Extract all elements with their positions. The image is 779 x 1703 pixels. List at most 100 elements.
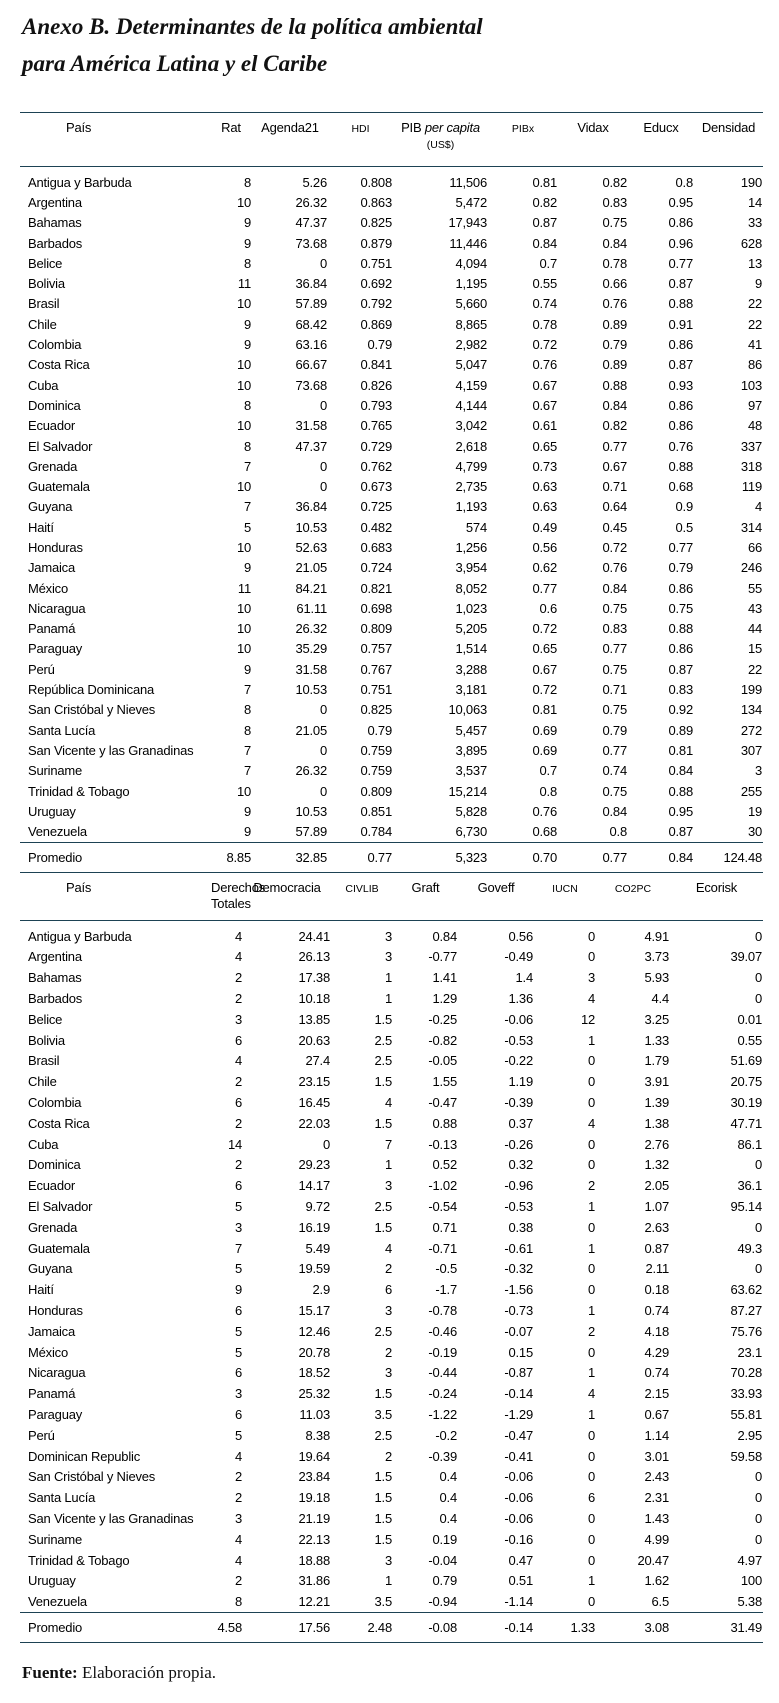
value-cell: 0.673 xyxy=(360,479,392,495)
value-cell: 10 xyxy=(236,296,251,312)
value-cell: 0.825 xyxy=(360,215,392,231)
country-row: Paraguay 10 35.29 0.757 1,514 0.65 0.77 0.86 15 xyxy=(20,639,763,659)
value-cell: -0.19 xyxy=(428,1344,457,1360)
value-cell: 57.89 xyxy=(295,824,327,840)
value-cell: 0.78 xyxy=(532,316,557,332)
value-cell: 36.84 xyxy=(295,276,327,292)
value-cell: 0.66 xyxy=(602,276,627,292)
value-cell: 0.77 xyxy=(532,580,557,596)
value-cell: 22 xyxy=(747,296,762,312)
country-cell: Uruguay xyxy=(28,1573,76,1589)
value-cell: 4 xyxy=(754,499,762,515)
value-cell: 0.75 xyxy=(668,600,693,616)
value-cell: 1,023 xyxy=(455,600,487,616)
value-cell: 20.47 xyxy=(637,1552,669,1568)
value-cell: 0.74 xyxy=(644,1303,669,1319)
value-cell: 0.79 xyxy=(668,560,693,576)
country-row: Chile 2 23.15 1.5 1.55 1.19 0 3.91 20.75 xyxy=(20,1071,763,1092)
value-cell: 0.87 xyxy=(644,1240,669,1256)
column-header-pib-per-capita: PIB per capita (US$) xyxy=(393,112,488,167)
value-cell: 2 xyxy=(234,1157,242,1173)
value-cell: 0.757 xyxy=(360,641,392,657)
value-cell: 4.29 xyxy=(644,1344,669,1360)
determinants-table-2: País Derechos Totales Democracia CIVLIB G… xyxy=(20,872,763,1644)
value-cell: 5.49 xyxy=(305,1240,330,1256)
value-cell: 0.87 xyxy=(532,215,557,231)
value-cell: 6 xyxy=(234,1032,242,1048)
value-cell: 1.39 xyxy=(644,1095,669,1111)
value-cell: 1.5 xyxy=(374,1386,393,1402)
value-cell: 0.88 xyxy=(668,783,693,799)
value-cell: 1 xyxy=(587,1365,595,1381)
value-cell: 9 xyxy=(243,337,251,353)
value-cell: 0.38 xyxy=(508,1219,533,1235)
value-cell: 4,094 xyxy=(455,255,487,271)
value-cell: 0.8 xyxy=(539,783,558,799)
value-cell: 0 xyxy=(587,1053,595,1069)
value-cell: 10.53 xyxy=(295,519,327,535)
country-cell: San Cristóbal y Nieves xyxy=(28,702,156,718)
country-row: Panamá 10 26.32 0.809 5,205 0.72 0.83 0.88 44 xyxy=(20,619,763,639)
value-cell: 0.62 xyxy=(532,560,557,576)
value-cell: 3 xyxy=(234,1219,242,1235)
country-cell: Honduras xyxy=(28,539,83,555)
value-cell: -0.26 xyxy=(504,1136,533,1152)
value-cell: 0.87 xyxy=(668,276,693,292)
value-cell: 0 xyxy=(319,783,327,799)
country-cell: Suriname xyxy=(28,1531,83,1547)
value-cell: 8 xyxy=(243,438,251,454)
country-cell: Guyana xyxy=(28,499,73,515)
value-cell: 3 xyxy=(384,1552,392,1568)
value-cell: 4.97 xyxy=(737,1552,762,1568)
country-row: Guatemala 7 5.49 4 -0.71 -0.61 1 0.87 49.3 xyxy=(20,1238,763,1259)
value-cell: -0.24 xyxy=(428,1386,457,1402)
value-cell: 0.77 xyxy=(602,742,627,758)
value-cell: 3,181 xyxy=(455,682,487,698)
value-cell: 0.75 xyxy=(602,702,627,718)
value-cell: 0.76 xyxy=(602,560,627,576)
value-cell: 0.84 xyxy=(628,841,694,873)
country-row: Colombia 9 63.16 0.79 2,982 0.72 0.79 0.86 41 xyxy=(20,334,763,354)
value-cell: -0.44 xyxy=(428,1365,457,1381)
value-cell: 59.58 xyxy=(730,1448,762,1464)
value-cell: 47.37 xyxy=(295,215,327,231)
value-cell: 6 xyxy=(384,1282,392,1298)
value-cell: 5 xyxy=(234,1344,242,1360)
value-cell: 7 xyxy=(243,499,251,515)
value-cell: 0.88 xyxy=(668,296,693,312)
value-cell: 0.6 xyxy=(539,600,558,616)
country-row: Haití 9 2.9 6 -1.7 -1.56 0 0.18 63.62 xyxy=(20,1279,763,1300)
value-cell: 14.17 xyxy=(298,1178,330,1194)
value-cell: 12.46 xyxy=(298,1323,330,1339)
value-cell: 25.32 xyxy=(298,1386,330,1402)
value-cell: 13.85 xyxy=(298,1011,330,1027)
value-cell: 0.72 xyxy=(532,337,557,353)
value-cell: 2 xyxy=(234,1469,242,1485)
value-cell: 9 xyxy=(243,235,251,251)
value-cell: 1.14 xyxy=(644,1427,669,1443)
value-cell: 11 xyxy=(237,580,251,596)
country-cell: Ecuador xyxy=(28,418,76,434)
value-cell: 51.69 xyxy=(730,1053,762,1069)
value-cell: 0.86 xyxy=(668,337,693,353)
value-cell: 0.77 xyxy=(602,438,627,454)
value-cell: 1.32 xyxy=(644,1157,669,1173)
country-cell: Nicaragua xyxy=(28,600,86,616)
value-cell: 5,472 xyxy=(455,194,487,210)
value-cell: 0.83 xyxy=(602,621,627,637)
value-cell: 44 xyxy=(747,621,762,637)
value-cell: 2.31 xyxy=(644,1490,669,1506)
value-cell: 4.18 xyxy=(644,1323,669,1339)
country-row: Suriname 4 22.13 1.5 0.19 -0.16 0 4.99 0 xyxy=(20,1529,763,1550)
determinants-table-1: País Rat Agenda21 HDI PIB per capita (US$… xyxy=(20,112,763,873)
value-cell: 0.821 xyxy=(360,580,392,596)
country-row: Belice 3 13.85 1.5 -0.25 -0.06 12 3.25 0.01 xyxy=(20,1009,763,1030)
value-cell: 1.62 xyxy=(644,1573,669,1589)
value-cell: 10 xyxy=(236,377,251,393)
value-cell: 1.33 xyxy=(534,1612,596,1644)
value-cell: 0.5 xyxy=(675,519,694,535)
country-row: Bolivia 6 20.63 2.5 -0.82 -0.53 1 1.33 0.55 xyxy=(20,1030,763,1051)
country-row: Uruguay 2 31.86 1 0.79 0.51 1 1.62 100 xyxy=(20,1571,763,1592)
value-cell: 0.869 xyxy=(360,316,392,332)
column-header-goveff: Goveff xyxy=(458,872,534,921)
